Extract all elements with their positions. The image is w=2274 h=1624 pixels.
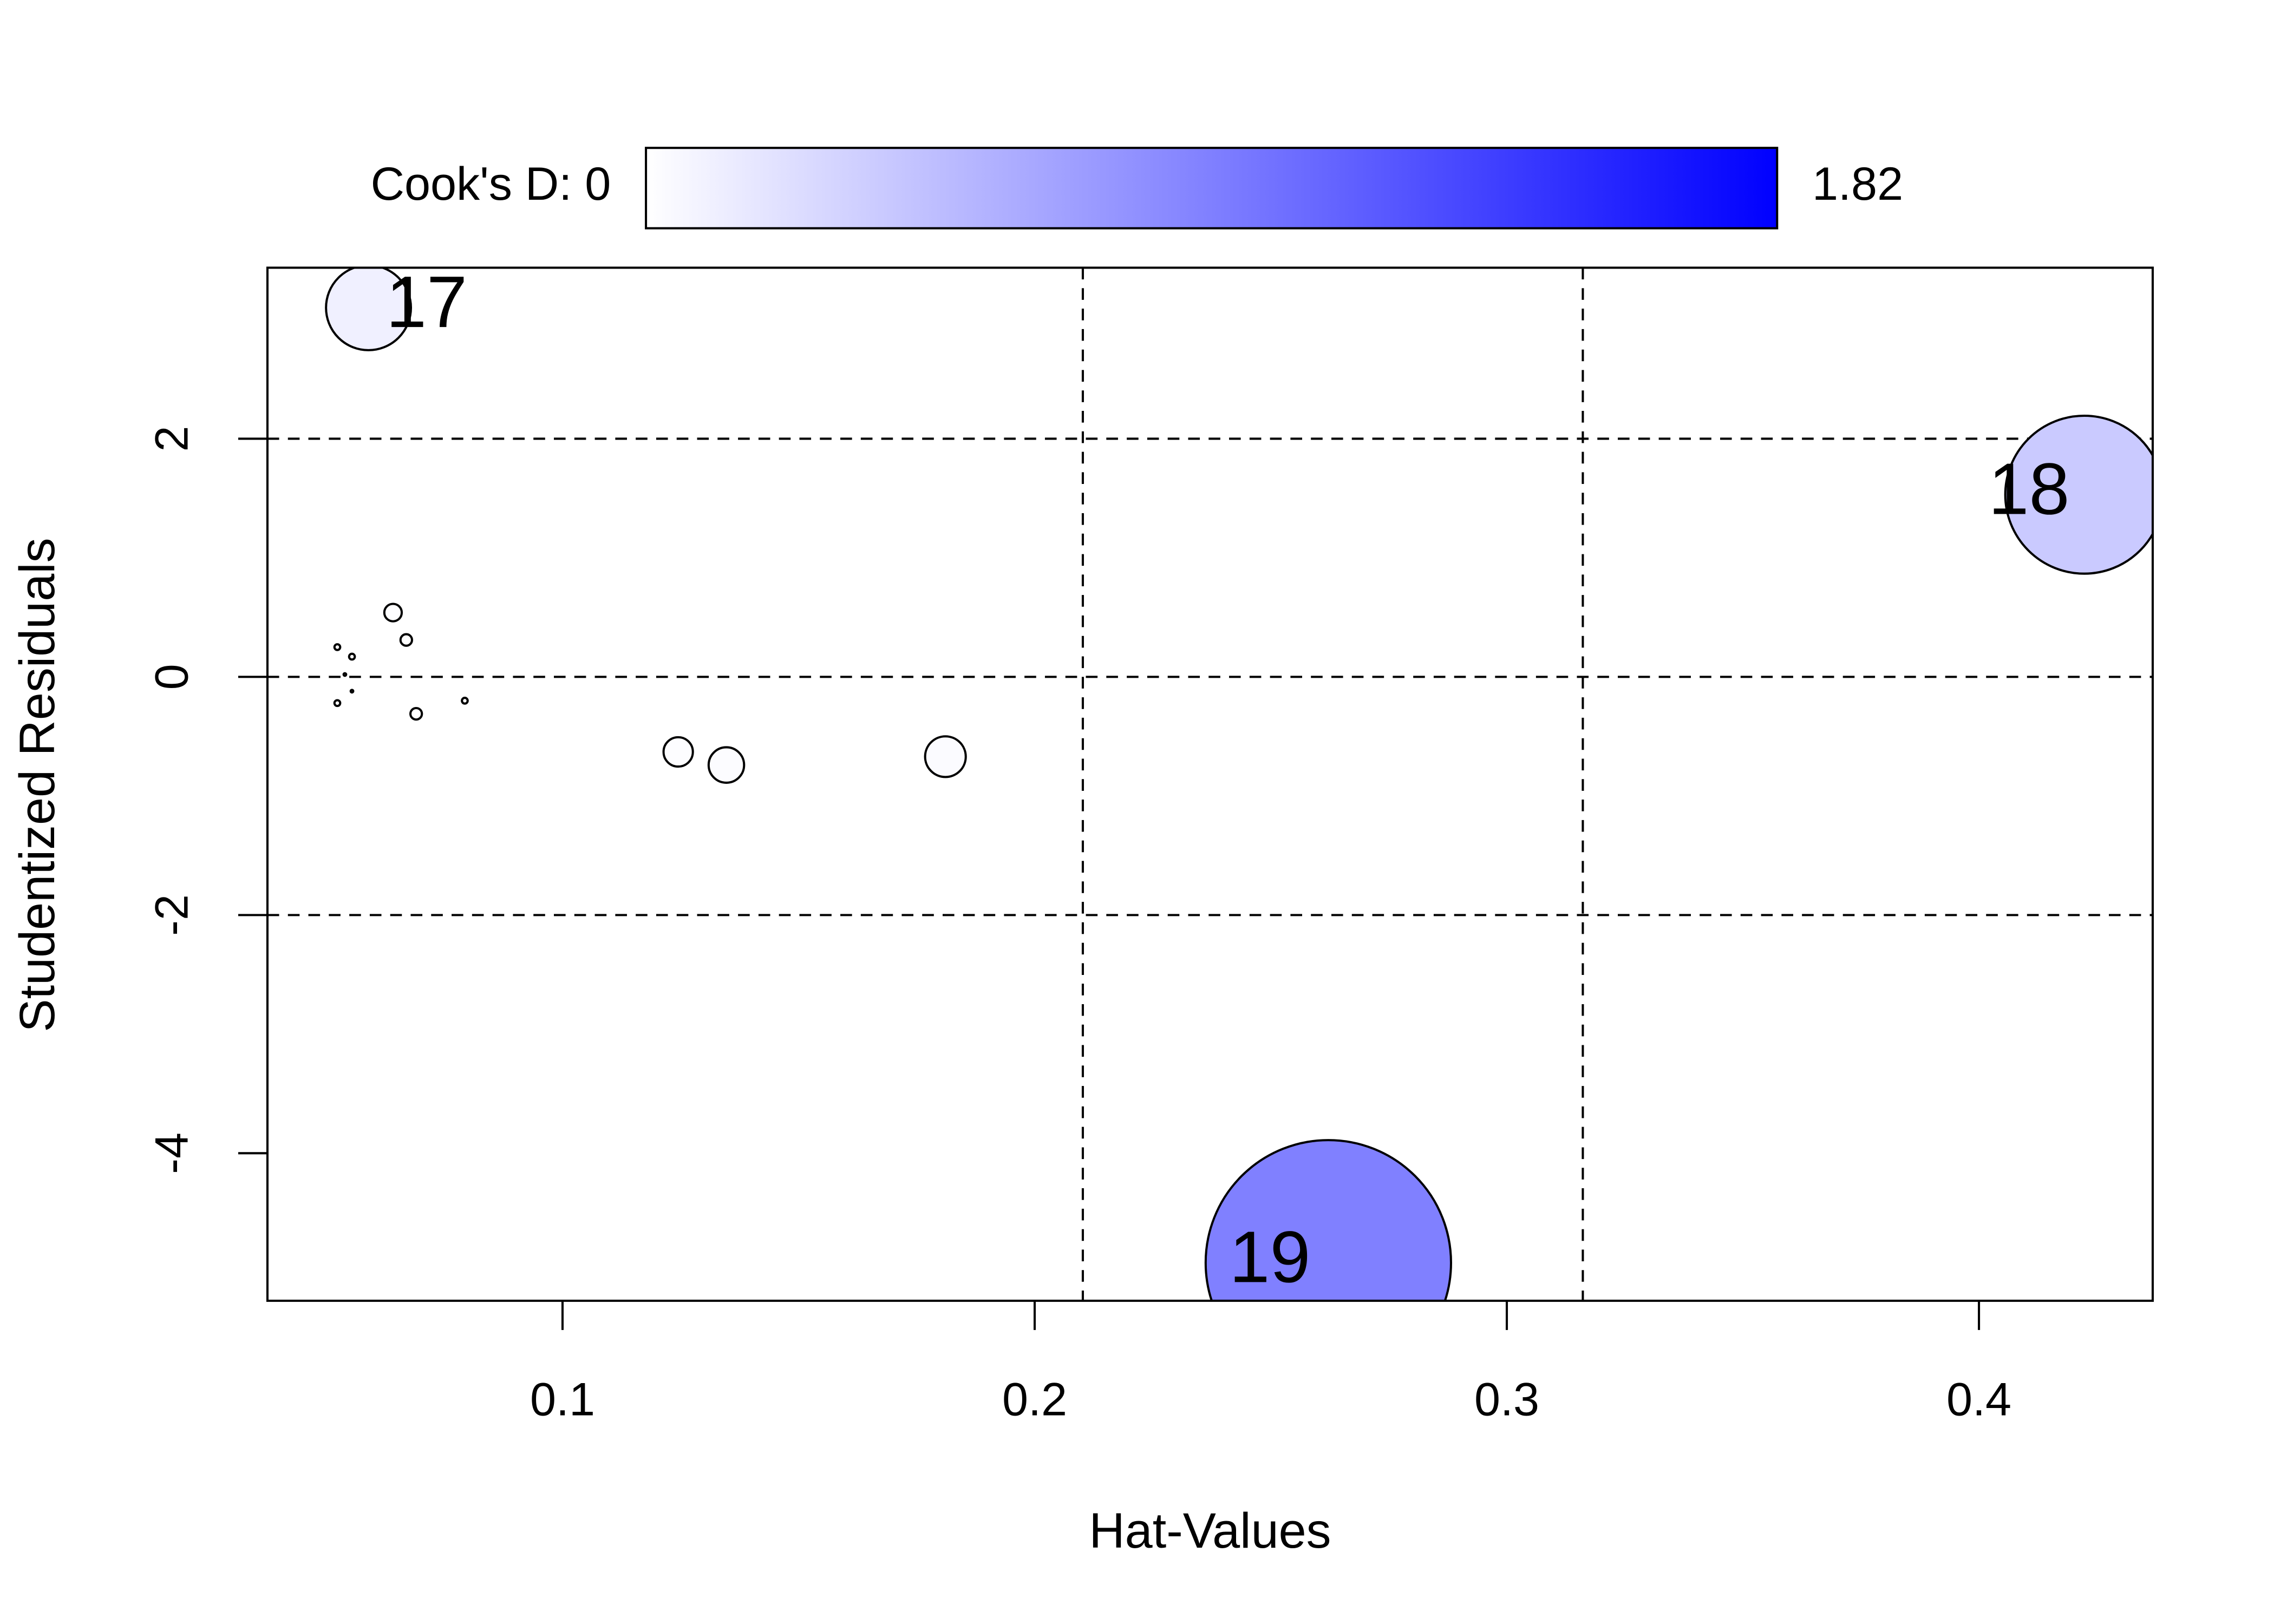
bubble — [348, 652, 356, 661]
plot-frame — [266, 266, 2154, 1302]
bubble — [1204, 1139, 1452, 1301]
bubble — [662, 736, 694, 768]
bubble — [333, 699, 342, 708]
bubble — [333, 643, 342, 651]
bubble — [409, 706, 423, 721]
bubble — [707, 746, 746, 784]
point-label: 17 — [386, 261, 467, 343]
x-axis-label: Hat-Values — [1089, 1503, 1331, 1558]
x-tick-label: 0.3 — [1474, 1374, 1539, 1426]
y-tick-label: -4 — [146, 1132, 198, 1174]
y-tick-label: -2 — [146, 894, 198, 936]
bubble — [342, 672, 348, 677]
colorbar — [645, 147, 1779, 230]
plot-area: 17 18 19 — [267, 261, 2153, 1301]
y-tick-label: 2 — [146, 425, 198, 451]
point-label: 19 — [1229, 1216, 1310, 1298]
bubble — [461, 697, 469, 705]
bubble — [399, 633, 413, 647]
colorbar-title: Cook's D: — [371, 158, 572, 210]
colorbar-max: 1.82 — [1812, 158, 1903, 210]
y-tick-label: 0 — [146, 664, 198, 690]
colorbar-label: Cook's D: 0 — [371, 158, 611, 210]
bubble — [2004, 414, 2153, 575]
x-tick-label: 0.4 — [1946, 1374, 2011, 1426]
y-axis-label: Studentized Residuals — [10, 538, 65, 1032]
point-label: 18 — [1988, 448, 2069, 529]
x-tick-label: 0.1 — [530, 1374, 595, 1426]
colorbar-min: 0 — [585, 158, 611, 210]
bubble — [325, 267, 412, 351]
bubble — [924, 735, 967, 778]
bubble — [383, 603, 403, 623]
bubble — [349, 689, 355, 694]
x-tick-label: 0.2 — [1002, 1374, 1067, 1426]
